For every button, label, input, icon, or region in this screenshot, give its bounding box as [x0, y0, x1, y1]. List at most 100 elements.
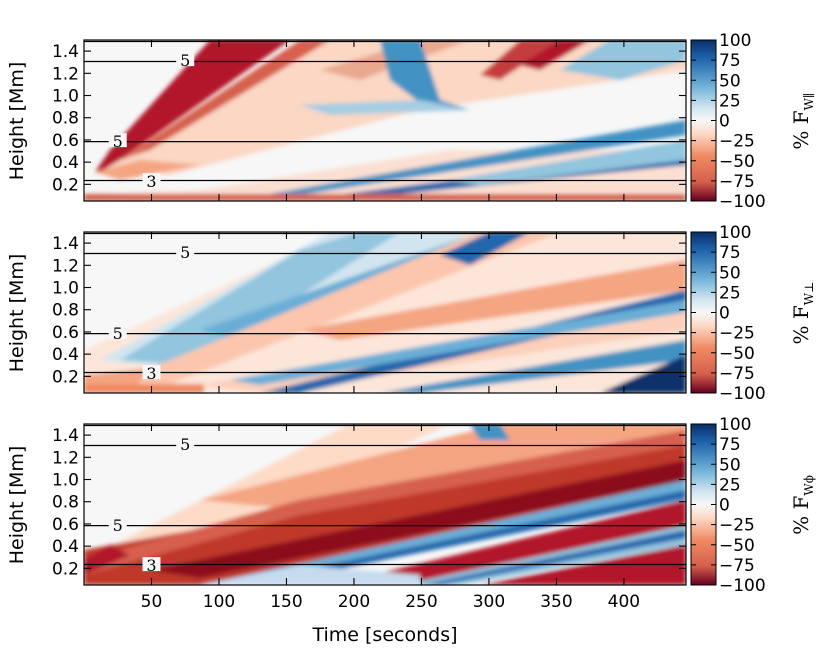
colorbar-tick-label: 50 — [719, 71, 741, 91]
colorbar-tick-label: −25 — [719, 516, 755, 536]
contour-label-bg — [108, 517, 127, 532]
y-tick-label: 0.4 — [52, 153, 79, 173]
contour-labels-top: 3 5 5 — [108, 51, 195, 191]
y-ticks-top: 0.20.40.60.81.0 1.21.4 — [52, 42, 686, 195]
y-tick-label: 0.8 — [52, 493, 79, 513]
y-axis-label-middle: Height [Mm] — [6, 254, 28, 373]
y-tick-label: 1.4 — [52, 42, 79, 62]
colorbar-label-text-top: % F — [789, 110, 813, 149]
colorbar-tick-label: 25 — [719, 91, 741, 111]
contour-labels-middle: 3 5 5 — [108, 243, 195, 383]
y-tick-label: 0.6 — [52, 131, 79, 151]
y-tick-label: 0.4 — [52, 537, 79, 557]
y-tick-label: 1.4 — [52, 234, 79, 254]
contour-label: 5 — [113, 324, 123, 343]
colorbar-label-sub-middle: W⊥ — [802, 282, 816, 306]
x-tick-label: 200 — [338, 592, 370, 612]
y-axis-label-top: Height [Mm] — [6, 62, 28, 181]
svg-text:% FW⊥: % FW⊥ — [789, 282, 816, 345]
y-tick-label: 0.2 — [52, 175, 79, 195]
contour-label: 5 — [113, 132, 123, 151]
colorbar-tick-label: −75 — [719, 556, 755, 576]
panel-middle: 3 5 5 0.20.40.60.81.0 1.21.4 Height [Mm] 10… — [6, 223, 816, 404]
contour-label-bg — [176, 244, 195, 259]
contour-label-bg — [142, 365, 161, 380]
colorbar-tick-label: −100 — [719, 384, 766, 404]
contour-label: 3 — [146, 172, 156, 191]
contour-label-bg — [142, 173, 161, 188]
y-tick-label: 0.2 — [52, 367, 79, 387]
contour-labels-bottom: 3 5 5 — [108, 435, 195, 575]
y-tick-label: 0.6 — [52, 515, 79, 535]
contour-label-bg — [176, 52, 195, 67]
contour-label: 5 — [180, 435, 190, 454]
contour-label: 5 — [113, 516, 123, 535]
colorbar-tick-label: −25 — [719, 324, 755, 344]
x-ticks-top — [150, 40, 625, 201]
y-tick-label: 1.2 — [52, 256, 79, 276]
colorbar-tick-label: −75 — [719, 364, 755, 384]
colorbar-tick-label: 0 — [719, 304, 730, 324]
colorbar-tick-label: 0 — [719, 112, 730, 132]
contour-label-bg — [108, 133, 127, 148]
colorbar-tick-label: −100 — [719, 576, 766, 596]
y-tick-label: 0.4 — [52, 345, 79, 365]
y-ticks-bottom: 0.20.40.60.81.0 1.21.4 — [52, 426, 686, 579]
colorbar-tick-label: 50 — [719, 263, 741, 283]
x-tick-label: 250 — [405, 592, 437, 612]
colorbar-tick-label: 100 — [719, 223, 751, 243]
contour-label: 5 — [180, 51, 190, 70]
y-tick-label: 1.2 — [52, 448, 79, 468]
colorbar-label-text-middle: % F — [789, 305, 813, 344]
heatmap-middle — [84, 232, 686, 393]
colorbar-tick-label: −100 — [719, 192, 766, 212]
svg-text:% FWϕ: % FWϕ — [789, 475, 816, 535]
colorbar-label-top: % FW∥ — [789, 92, 816, 149]
x-tick-label: 400 — [608, 592, 640, 612]
colorbar-tick-label: −50 — [719, 152, 755, 172]
colorbar-tick-label: −25 — [719, 132, 755, 152]
axes-frame-middle — [83, 231, 687, 394]
contour-label-bg — [108, 325, 127, 340]
heatmap-top — [84, 40, 686, 201]
panel-top: 3 5 5 0.20.40.60.81.0 1.21.4 Height [Mm] 10… — [6, 31, 816, 212]
x-ticks-bottom: 50 100 150 200 250 300 350 400 — [141, 424, 640, 612]
y-tick-label: 0.8 — [52, 301, 79, 321]
colorbar-tick-label: −50 — [719, 536, 755, 556]
y-tick-label: 1.0 — [52, 87, 79, 107]
colorbar-tick-label: 100 — [719, 31, 751, 51]
colorbar-tick-label: −75 — [719, 172, 755, 192]
x-tick-label: 50 — [141, 592, 163, 612]
contour-label: 3 — [146, 556, 156, 575]
panel-bottom: 355 0.20.40.60.81.01.21.4 50 100 150 200 250… — [6, 415, 816, 646]
contour-lines-bottom — [84, 424, 686, 566]
y-ticks-middle: 0.20.40.60.81.0 1.21.4 — [52, 234, 686, 387]
colorbar-tick-label: 25 — [719, 283, 741, 303]
colorbar-label-sub-bottom: Wϕ — [802, 475, 816, 496]
y-tick-label: 0.8 — [52, 109, 79, 129]
y-tick-label: 0.6 — [52, 323, 79, 343]
colorbar-tick-label: 75 — [719, 51, 741, 71]
x-ticks-middle — [150, 232, 625, 393]
colorbar-tick-label: −50 — [719, 344, 755, 364]
heatmap-bottom — [84, 424, 686, 585]
colorbar-tick-label: 0 — [719, 496, 730, 516]
colorbar-tick-label: 75 — [719, 435, 741, 455]
y-tick-label: 1.0 — [52, 471, 79, 491]
y-tick-label: 1.0 — [52, 279, 79, 299]
x-tick-label: 150 — [270, 592, 302, 612]
colorbar-label-text-bottom: % F — [789, 496, 813, 535]
contour-label-bg — [176, 436, 195, 451]
y-tick-label: 0.2 — [52, 559, 79, 579]
y-tick-label: 1.2 — [52, 64, 79, 84]
y-tick-label: 1.4 — [52, 426, 79, 446]
x-tick-label: 300 — [473, 592, 505, 612]
colorbar-tick-label: 50 — [719, 455, 741, 475]
y-axis-label-bottom: Height [Mm] — [6, 446, 28, 565]
axes-frame-top — [83, 39, 687, 202]
axes-frame-bottom — [83, 423, 687, 586]
